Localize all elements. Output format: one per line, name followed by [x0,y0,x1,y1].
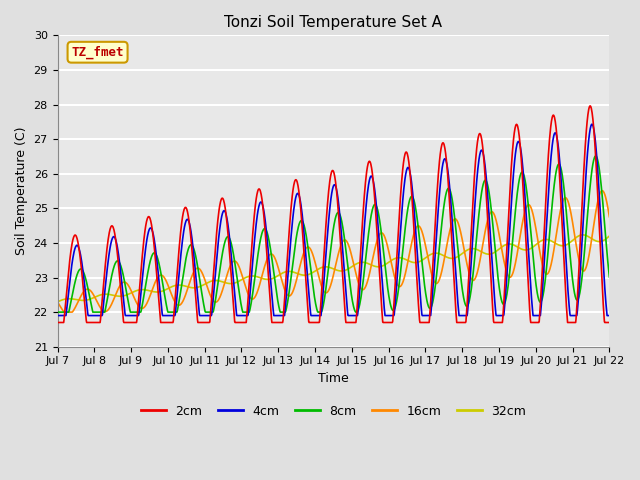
4cm [605,312,613,318]
2cm [54,320,61,325]
2cm [586,103,594,109]
32cm [177,282,184,288]
16cm [239,274,246,279]
32cm [419,257,427,263]
16cm [163,280,171,286]
16cm [420,233,428,239]
2cm [177,233,184,239]
2cm [605,320,613,325]
16cm [605,214,613,220]
32cm [238,276,246,282]
16cm [54,299,61,305]
8cm [605,274,613,280]
8cm [238,306,246,312]
32cm [579,232,587,238]
4cm [419,312,427,318]
Text: TZ_fmet: TZ_fmet [71,46,124,59]
16cm [540,268,548,274]
Y-axis label: Soil Temperature (C): Soil Temperature (C) [15,127,28,255]
Line: 4cm: 4cm [58,124,609,315]
2cm [163,320,171,325]
8cm [177,291,184,297]
4cm [163,312,171,318]
4cm [588,121,596,127]
4cm [492,302,499,308]
32cm [492,249,499,255]
32cm [54,299,61,305]
4cm [540,267,548,273]
2cm [419,320,427,325]
Line: 2cm: 2cm [58,106,609,323]
16cm [492,215,499,221]
32cm [163,286,171,292]
2cm [238,320,246,325]
4cm [54,312,61,318]
8cm [492,246,499,252]
8cm [163,304,171,310]
8cm [540,288,548,294]
Line: 16cm: 16cm [58,191,609,312]
8cm [54,309,61,315]
Line: 32cm: 32cm [58,235,609,302]
2cm [492,320,499,325]
2cm [540,237,548,243]
8cm [592,153,600,159]
16cm [177,301,184,307]
Title: Tonzi Soil Temperature Set A: Tonzi Soil Temperature Set A [225,15,442,30]
Line: 8cm: 8cm [58,156,609,312]
4cm [238,312,246,318]
32cm [540,237,548,242]
8cm [419,269,427,275]
X-axis label: Time: Time [318,372,349,385]
Legend: 2cm, 4cm, 8cm, 16cm, 32cm: 2cm, 4cm, 8cm, 16cm, 32cm [136,400,531,423]
16cm [598,188,606,193]
4cm [177,258,184,264]
32cm [605,233,613,239]
16cm [61,309,68,315]
